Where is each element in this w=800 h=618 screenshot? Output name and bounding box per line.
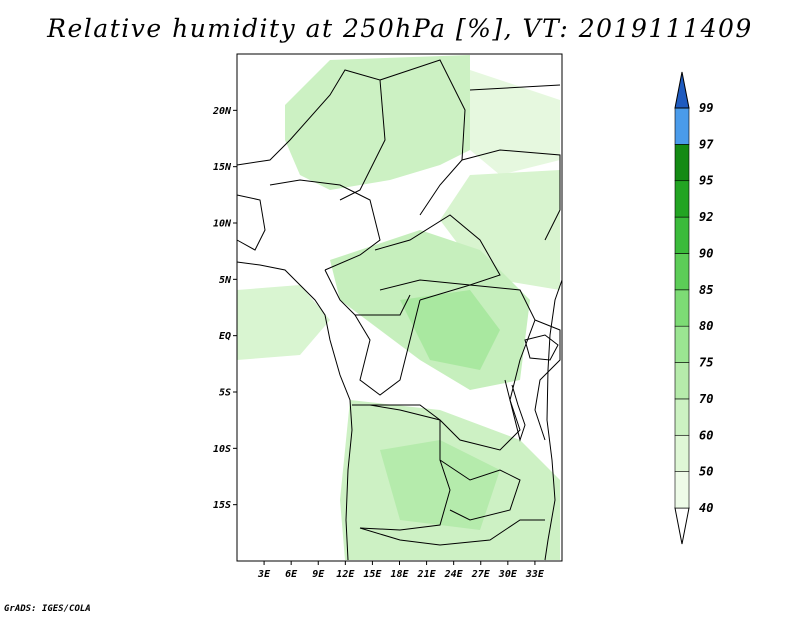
- colorbar-segment: [674, 253, 690, 291]
- lake-tanganyika: [504, 379, 526, 442]
- border-car: [374, 214, 501, 291]
- border-drc: [369, 284, 536, 451]
- border-chad: [379, 59, 466, 216]
- colorbar-segment: [674, 289, 690, 327]
- border-east: [534, 319, 561, 441]
- y-tick-label: 15N: [213, 162, 232, 173]
- x-axis-ticks: 3E 6E 9E 12E 15E 18E 21E 24E 27E 30E 33E: [257, 561, 545, 580]
- country-borders: [236, 59, 563, 561]
- colorbar-label: 75: [699, 356, 713, 370]
- humidity-field: [237, 55, 560, 560]
- border-sudan: [461, 149, 561, 241]
- x-tick-label: 21E: [417, 569, 437, 580]
- colorbar-label: 97: [699, 137, 714, 151]
- y-axis-ticks: 20N 15N 10N 5N EQ 5S 10S 15S: [212, 106, 237, 511]
- map-title: Relative humidity at 250hPa [%], VT: 201…: [47, 14, 753, 43]
- colorbar-segment: [674, 144, 690, 182]
- colorbar-segment: [674, 180, 690, 218]
- y-tick-label: 10S: [213, 444, 231, 455]
- border-congo: [354, 299, 421, 396]
- x-tick-label: 12E: [336, 569, 355, 580]
- colorbar-extend-low: [674, 507, 690, 545]
- x-tick-label: 30E: [498, 569, 518, 580]
- colorbar-segment: [674, 434, 690, 472]
- colorbar-extend-high: [674, 71, 690, 109]
- coastline-east: [544, 279, 563, 561]
- y-tick-label: 5S: [219, 388, 231, 399]
- colorbar-label: 95: [699, 174, 713, 188]
- y-tick-label: 5N: [219, 275, 232, 286]
- humidity-region-northeast: [470, 70, 560, 175]
- border-nigeria: [269, 179, 381, 271]
- colorbar-segment: [674, 107, 690, 145]
- border-angola: [352, 404, 451, 531]
- border-north-east: [469, 84, 561, 91]
- colorbar-label: 80: [699, 319, 713, 333]
- coastline-west: [236, 261, 353, 561]
- x-tick-label: 24E: [444, 569, 464, 580]
- colorbar-segment: [674, 216, 690, 254]
- colorbar-segment: [674, 398, 690, 436]
- colorbar-label: 70: [699, 392, 713, 406]
- x-tick-label: 3E: [257, 569, 271, 580]
- border-sahel: [236, 69, 386, 201]
- border-west-small: [236, 194, 266, 251]
- border-zambia: [439, 459, 521, 521]
- colorbar-label: 92: [699, 210, 713, 224]
- colorbar-segment: [674, 362, 690, 400]
- humidity-region-north: [285, 55, 470, 190]
- x-tick-label: 15E: [363, 569, 382, 580]
- humidity-region-core: [400, 290, 500, 370]
- x-tick-label: 6E: [285, 569, 298, 580]
- colorbar-segment: [674, 325, 690, 363]
- colorbar-label: 85: [699, 283, 713, 297]
- x-tick-label: 27E: [471, 569, 491, 580]
- colorbar-label: 60: [699, 428, 713, 442]
- y-tick-label: 10N: [213, 219, 232, 230]
- colorbar-segment: [674, 471, 690, 509]
- x-tick-label: 33E: [525, 569, 545, 580]
- lake-victoria: [524, 334, 559, 361]
- x-tick-label: 18E: [390, 569, 409, 580]
- y-tick-label: 20N: [212, 106, 232, 117]
- x-tick-label: 9E: [312, 569, 325, 580]
- grads-credit: GrADS: IGES/COLA: [4, 604, 91, 614]
- colorbar: 40 50 60 70 75 80 85 90 92 95 97 99: [674, 71, 714, 545]
- y-tick-label: 15S: [213, 500, 231, 511]
- colorbar-label: 40: [699, 501, 713, 515]
- humidity-region-southcore: [380, 440, 500, 530]
- humidity-region-west: [237, 285, 330, 360]
- y-tick-label: EQ: [219, 331, 231, 342]
- colorbar-label: 90: [699, 246, 713, 260]
- colorbar-label: 50: [699, 465, 713, 479]
- colorbar-label: 99: [699, 101, 713, 115]
- border-south: [359, 519, 545, 546]
